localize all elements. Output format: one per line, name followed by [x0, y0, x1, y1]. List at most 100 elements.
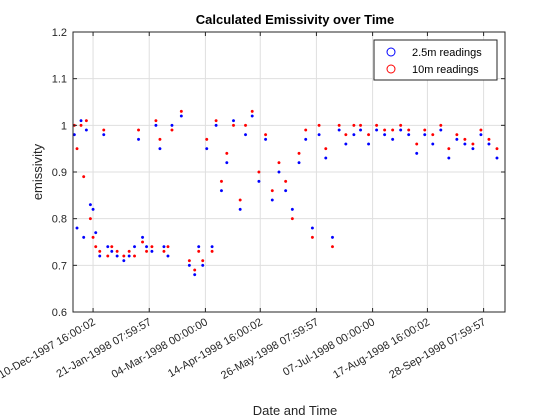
point-10m: [133, 254, 137, 258]
point-2-5m: [495, 156, 499, 160]
point-10m: [158, 137, 162, 141]
point-2-5m: [447, 156, 451, 160]
point-10m: [166, 245, 170, 249]
point-2-5m: [187, 263, 191, 267]
point-10m: [344, 133, 348, 137]
chart-title: Calculated Emissivity over Time: [196, 12, 394, 27]
y-tick-label: 0.9: [52, 167, 67, 179]
point-10m: [197, 249, 201, 253]
point-2-5m: [330, 235, 334, 239]
point-2-5m: [193, 273, 197, 277]
point-2-5m: [284, 189, 288, 193]
point-10m: [75, 147, 79, 151]
point-10m: [150, 245, 154, 249]
point-2-5m: [375, 128, 379, 132]
point-10m: [214, 119, 218, 123]
point-10m: [257, 170, 261, 174]
point-2-5m: [290, 207, 294, 211]
point-10m: [423, 128, 427, 132]
point-2-5m: [150, 249, 154, 253]
point-10m: [407, 128, 411, 132]
point-2-5m: [463, 142, 467, 146]
point-2-5m: [91, 207, 95, 211]
point-2-5m: [133, 245, 137, 249]
y-tick-label: 1: [61, 120, 67, 132]
point-10m: [399, 123, 403, 127]
point-2-5m: [166, 254, 170, 258]
point-10m: [238, 198, 242, 202]
point-10m: [110, 245, 114, 249]
point-2-5m: [84, 128, 88, 132]
point-2-5m: [102, 133, 106, 137]
point-10m: [284, 179, 288, 183]
point-10m: [447, 147, 451, 151]
point-2-5m: [244, 133, 248, 137]
point-2-5m: [115, 254, 119, 258]
point-10m: [270, 189, 274, 193]
point-10m: [290, 217, 294, 221]
point-2-5m: [423, 133, 427, 137]
point-2-5m: [106, 245, 110, 249]
point-2-5m: [415, 151, 419, 155]
point-2-5m: [439, 128, 443, 132]
point-10m: [88, 217, 92, 221]
point-10m: [359, 123, 363, 127]
point-2-5m: [455, 137, 459, 141]
point-2-5m: [277, 170, 281, 174]
point-2-5m: [264, 137, 268, 141]
point-10m: [82, 175, 86, 179]
legend-box: [373, 39, 498, 81]
y-tick-label: 1.1: [52, 74, 67, 86]
point-10m: [187, 259, 191, 263]
point-2-5m: [179, 114, 183, 118]
y-tick-label: 0.7: [52, 260, 67, 272]
point-10m: [210, 249, 214, 253]
point-2-5m: [154, 123, 158, 127]
point-2-5m: [214, 123, 218, 127]
point-10m: [193, 268, 197, 272]
point-2-5m: [98, 254, 102, 258]
point-10m: [487, 137, 491, 141]
point-2-5m: [205, 147, 209, 151]
point-2-5m: [137, 137, 141, 141]
point-10m: [352, 123, 356, 127]
point-10m: [330, 245, 334, 249]
point-10m: [137, 128, 141, 132]
point-10m: [367, 133, 371, 137]
point-2-5m: [231, 119, 235, 123]
point-10m: [231, 123, 235, 127]
point-2-5m: [471, 147, 475, 151]
point-2-5m: [297, 161, 301, 165]
point-2-5m: [210, 245, 214, 249]
legend-marker-10m: [386, 64, 396, 74]
point-10m: [145, 249, 149, 253]
point-2-5m: [110, 249, 114, 253]
point-10m: [304, 128, 308, 132]
point-2-5m: [310, 226, 314, 230]
point-10m: [219, 179, 223, 183]
y-tick-label: 1.2: [52, 27, 67, 39]
point-10m: [106, 254, 110, 258]
point-2-5m: [238, 207, 242, 211]
point-2-5m: [407, 133, 411, 137]
point-10m: [439, 123, 443, 127]
point-2-5m: [257, 179, 261, 183]
point-2-5m: [399, 128, 403, 132]
y-tick-label: 0.6: [52, 307, 67, 319]
point-10m: [141, 240, 145, 244]
point-2-5m: [170, 123, 174, 127]
point-10m: [179, 109, 183, 113]
point-10m: [102, 128, 106, 132]
point-2-5m: [270, 198, 274, 202]
point-10m: [225, 151, 229, 155]
point-10m: [170, 128, 174, 132]
point-2-5m: [383, 133, 387, 137]
axes-box: [72, 31, 506, 313]
point-2-5m: [225, 161, 229, 165]
point-10m: [479, 128, 483, 132]
point-10m: [79, 123, 83, 127]
point-2-5m: [75, 226, 79, 230]
point-10m: [277, 161, 281, 165]
point-2-5m: [337, 128, 341, 132]
